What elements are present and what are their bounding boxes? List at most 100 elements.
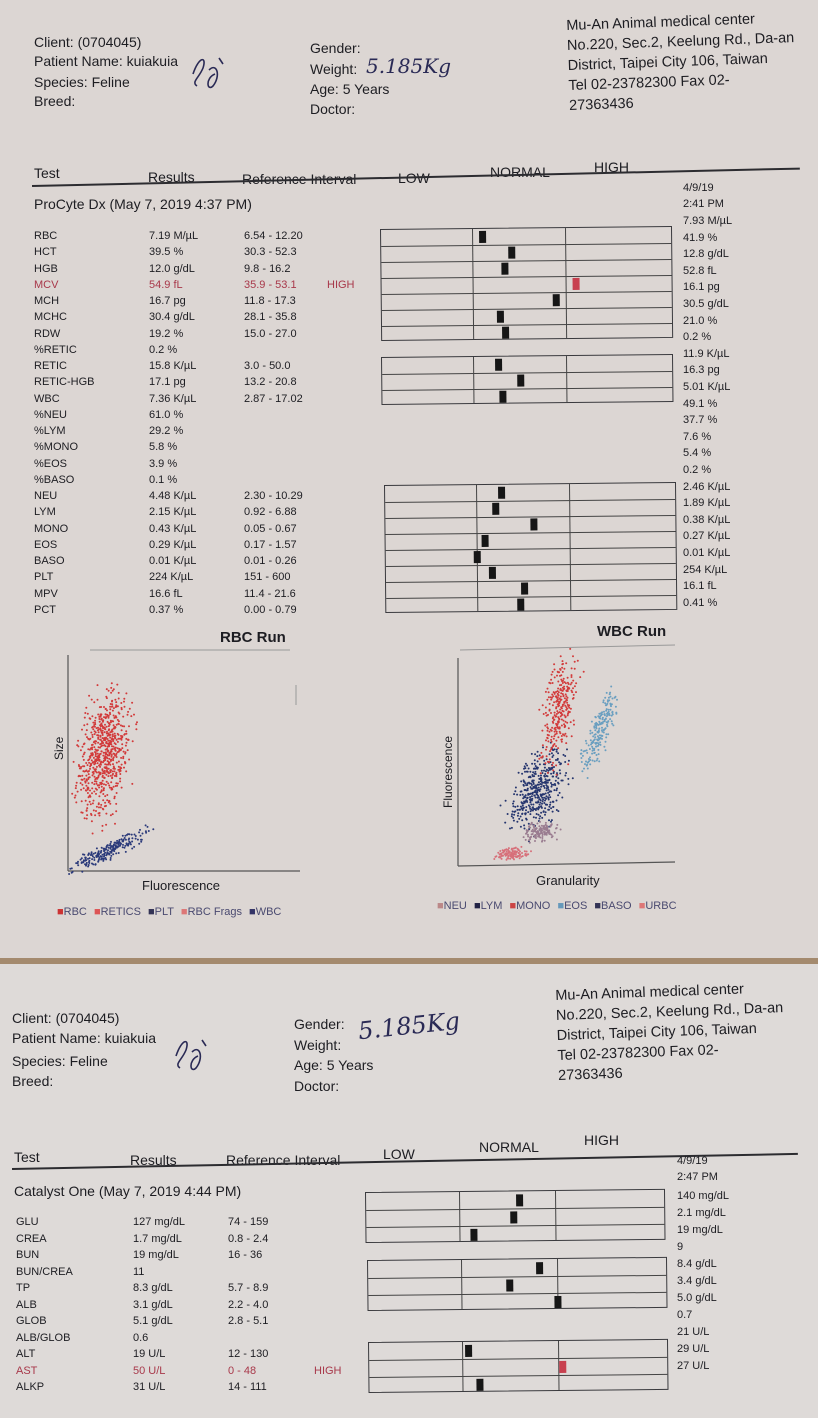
rbc-point: [109, 739, 111, 742]
lym-point: [525, 818, 528, 821]
eos-point: [606, 721, 609, 724]
mono-point: [527, 839, 530, 842]
neu-point: [564, 693, 567, 696]
wbc-point: [139, 834, 142, 837]
lym-point: [524, 794, 527, 797]
test-result: 3.9 %: [149, 457, 178, 470]
rbc-point: [106, 709, 108, 712]
neu-point: [557, 721, 560, 724]
neu-point: [563, 701, 566, 704]
wbc-point: [101, 853, 104, 856]
lym-point: [540, 779, 543, 782]
col-test: Test: [14, 1149, 40, 1165]
lym-point: [544, 799, 546, 802]
test-result: 7.19 M/µL: [149, 230, 199, 242]
rbc-point: [89, 795, 92, 798]
urbc-point: [512, 847, 515, 850]
rbc-point: [125, 692, 128, 695]
neu-point: [573, 667, 576, 670]
eos-point: [586, 777, 589, 779]
mono-point: [531, 828, 534, 831]
rbc-point: [86, 807, 89, 810]
test-name: CREA: [16, 1232, 47, 1245]
rbc-point: [91, 787, 94, 790]
lym-point: [532, 782, 535, 785]
rbc-point: [128, 707, 131, 710]
rbc-point: [77, 745, 80, 748]
lym-point: [533, 791, 536, 794]
rbc-point: [107, 689, 110, 692]
lym-point: [529, 813, 532, 816]
wbc-point: [103, 855, 105, 858]
rbc-point: [97, 737, 100, 740]
eos-point: [607, 710, 610, 713]
neu-point: [544, 762, 547, 765]
lym-point: [520, 780, 523, 783]
rbc-point: [101, 807, 104, 810]
rbc-point: [91, 774, 94, 777]
wbc-point: [131, 840, 134, 843]
lym-point: [530, 808, 533, 811]
lym-point: [540, 785, 543, 788]
lym-point: [558, 761, 561, 764]
lym-point: [529, 807, 532, 810]
client-line: Client: (0704045): [34, 34, 142, 50]
eos-point: [606, 713, 609, 716]
rbc-point: [74, 794, 77, 797]
lym-point: [556, 757, 559, 760]
lym-point: [541, 796, 544, 799]
eos-point: [580, 757, 583, 759]
eos-point: [602, 731, 605, 734]
mono-point: [544, 821, 547, 824]
rbc-point: [89, 789, 91, 792]
eos-point: [606, 725, 609, 728]
rbc-point: [110, 691, 113, 694]
lym-point: [527, 767, 530, 770]
rbc-point: [91, 754, 94, 757]
mono-point: [559, 828, 562, 831]
lym-point: [550, 752, 553, 755]
rbc-point: [120, 706, 123, 709]
mono-point: [546, 829, 549, 831]
previous-value: 7.93 M/µL: [683, 215, 733, 227]
neu-point: [557, 747, 560, 750]
rbc-point: [99, 746, 101, 749]
rbc-point: [75, 801, 78, 804]
eos-point: [611, 697, 614, 700]
rbc-point: [113, 726, 116, 728]
rbc-point: [100, 760, 103, 763]
rbc-point: [96, 729, 99, 732]
lym-point: [511, 813, 513, 816]
wbc-point: [140, 838, 142, 841]
urbc-point: [503, 853, 506, 856]
eos-point: [594, 729, 597, 732]
lym-point: [534, 767, 537, 770]
weight-line: Weight:: [294, 1037, 342, 1053]
lym-point: [528, 805, 531, 808]
wbc-point: [138, 831, 141, 834]
wbc-point: [112, 853, 115, 856]
rbc-point: [104, 723, 106, 726]
high-value-marker: [559, 1360, 567, 1373]
rbc-point: [81, 778, 84, 781]
neu-point: [541, 755, 544, 758]
neu-point: [556, 690, 559, 693]
col-high: HIGH: [584, 1132, 619, 1148]
mono-point: [534, 833, 537, 836]
lym-point: [521, 809, 524, 811]
lym-point: [550, 819, 553, 822]
mono-point: [527, 835, 530, 838]
reference-interval: 9.8 - 16.2: [244, 262, 291, 275]
lym-point: [532, 767, 535, 770]
wbc-point: [110, 851, 113, 854]
test-name: ALT: [16, 1348, 36, 1360]
rbc-point: [93, 701, 96, 704]
rbc-point: [95, 788, 98, 791]
eos-point: [604, 718, 607, 721]
eos-point: [589, 729, 592, 732]
rbc-point: [111, 770, 114, 773]
neu-point: [567, 705, 570, 708]
lym-point: [535, 813, 538, 815]
lym-point: [537, 781, 540, 784]
rbc-point: [91, 733, 94, 736]
